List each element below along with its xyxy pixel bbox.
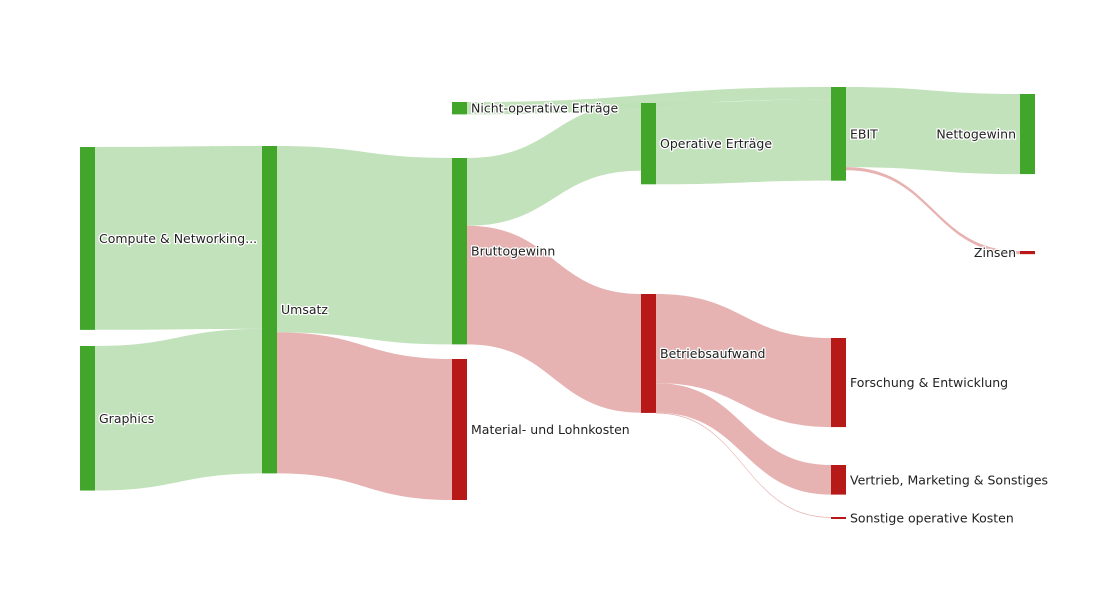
link-bruttogewinn-operativ xyxy=(467,103,641,226)
node-label-compute: Compute & Networking... xyxy=(99,231,257,246)
link-nichtoperativ-ebit xyxy=(467,87,831,115)
node-ebit xyxy=(831,87,846,181)
node-label-betrieb: Betriebsaufwand xyxy=(660,346,765,361)
node-label-zinsen: Zinsen xyxy=(974,245,1016,260)
node-operativ xyxy=(641,103,656,185)
link-umsatz-material xyxy=(277,332,452,501)
node-label-graphics: Graphics xyxy=(99,411,154,426)
node-sonstige xyxy=(831,517,846,519)
node-material xyxy=(452,359,467,501)
labels-layer: Compute & Networking... Graphics Umsatz Bru… xyxy=(98,99,1050,526)
link-operativ-ebit xyxy=(656,99,831,185)
node-graphics xyxy=(80,346,95,491)
node-label-ebit: EBIT xyxy=(850,126,878,141)
link-ebit-zinsen xyxy=(846,167,1020,255)
node-zinsen xyxy=(1020,251,1035,255)
link-umsatz-bruttogewinn xyxy=(277,146,452,345)
node-vertrieb xyxy=(831,465,846,495)
node-label-nichtoperativ: Nicht-operative Erträge xyxy=(471,101,618,116)
node-label-umsatz: Umsatz xyxy=(281,302,328,317)
node-label-bruttogewinn: Bruttogewinn xyxy=(471,244,555,259)
node-nettogewinn xyxy=(1020,94,1035,175)
node-label-operativ: Operative Erträge xyxy=(660,136,772,151)
link-betrieb-forschung xyxy=(656,294,831,428)
link-betrieb-vertrieb xyxy=(656,383,831,495)
node-umsatz xyxy=(262,146,277,474)
node-forschung xyxy=(831,338,846,428)
link-bruttogewinn-betrieb xyxy=(467,225,641,413)
node-label-sonstige: Sonstige operative Kosten xyxy=(850,511,1014,526)
link-graphics-umsatz xyxy=(95,328,262,491)
node-bruttogewinn xyxy=(452,158,467,345)
node-nichtoperativ xyxy=(452,102,467,115)
node-label-vertrieb: Vertrieb, Marketing & Sonstiges xyxy=(850,472,1048,487)
node-label-forschung: Forschung & Entwicklung xyxy=(850,375,1008,390)
links-layer xyxy=(95,87,1020,518)
nodes-layer xyxy=(80,87,1035,519)
node-compute xyxy=(80,147,95,330)
link-compute-umsatz xyxy=(95,146,262,330)
node-label-nettogewinn: Nettogewinn xyxy=(936,127,1016,142)
link-betrieb-sonstige xyxy=(656,412,831,518)
node-label-material: Material- und Lohnkosten xyxy=(471,422,630,437)
link-ebit-nettogewinn xyxy=(846,87,1020,175)
node-betrieb xyxy=(641,294,656,413)
